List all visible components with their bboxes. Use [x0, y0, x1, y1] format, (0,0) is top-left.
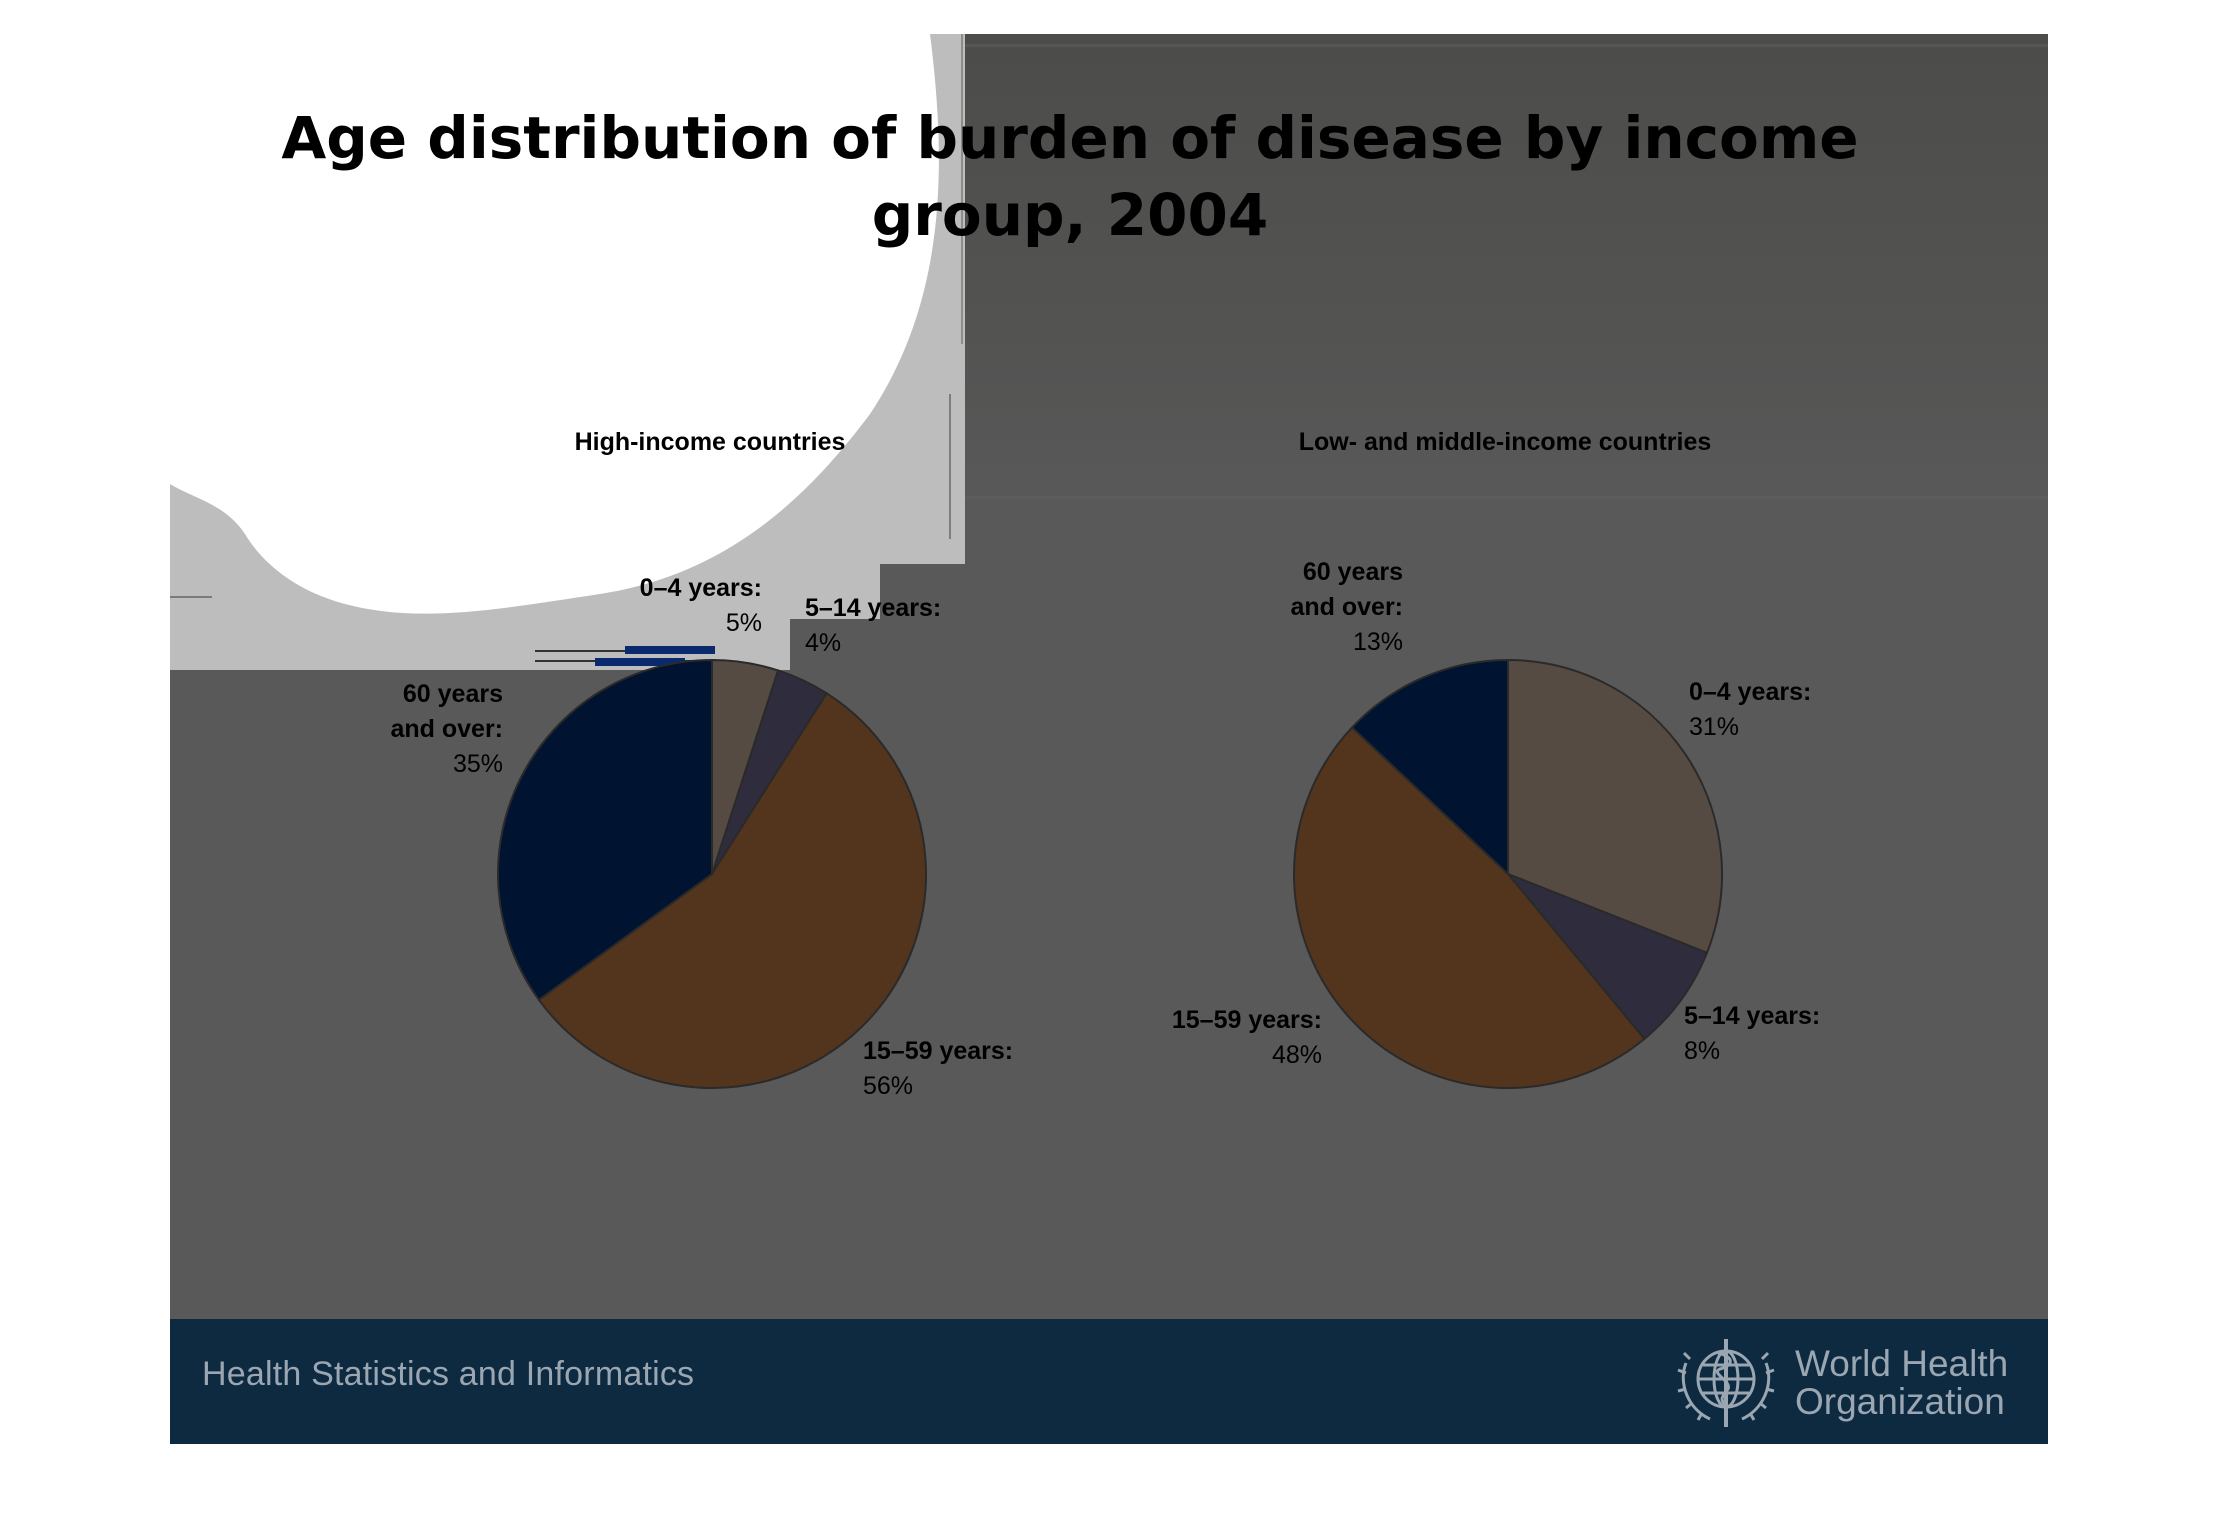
slice-value-label: 5%	[726, 609, 762, 637]
pie-slice	[1293, 726, 1646, 1090]
slice-label: 5–14 years:	[1684, 1002, 1820, 1030]
slice-value-label: 13%	[1353, 628, 1403, 656]
slice-value-label: 48%	[1272, 1041, 1322, 1069]
white-cutout-shape	[170, 34, 939, 614]
pie-slice	[1350, 658, 1509, 877]
slice-label: 60 years	[403, 680, 503, 708]
pie-chart-2	[1293, 658, 1723, 1090]
footer-bar: Health Statistics and Informatics World …	[170, 1319, 2048, 1444]
pie-slice	[497, 658, 713, 1002]
pie-charts: High-income countries 0–4 years: 5% 5–14 ye…	[390, 428, 1820, 1100]
slice-value-label: 35%	[453, 750, 503, 778]
footer-text: Health Statistics and Informatics	[202, 1355, 695, 1393]
slide-title-line2: group, 2004	[871, 181, 1269, 249]
pie-chart-title: High-income countries	[575, 428, 846, 456]
slice-label: and over:	[390, 715, 503, 743]
slide-title-line1: Age distribution of burden of disease by…	[281, 104, 1859, 172]
pie-slice	[537, 691, 927, 1089]
slide: Age distribution of burden of disease by…	[170, 34, 2048, 1444]
slice-value-label: 4%	[805, 629, 841, 657]
slice-value-label: 56%	[863, 1072, 913, 1100]
slice-label: 5–14 years:	[805, 594, 941, 622]
slide-title: Age distribution of burden of disease by…	[170, 100, 1970, 254]
who-org-name-line2: Organization	[1795, 1381, 2005, 1422]
slice-value-label: 31%	[1689, 713, 1739, 741]
pie-slice	[1507, 658, 1723, 955]
slice-label: 0–4 years:	[640, 574, 762, 602]
paper-cutout-decoration	[170, 34, 965, 670]
pie-chart-title: Low- and middle-income countries	[1299, 428, 1712, 456]
pie-slice	[1507, 873, 1709, 1041]
slice-label: 0–4 years:	[1689, 678, 1811, 706]
slice-label: 15–59 years:	[1172, 1006, 1322, 1034]
who-org-name-line1: World Health	[1795, 1343, 2009, 1384]
pie-chart-1	[497, 658, 927, 1089]
who-emblem-icon	[1677, 1339, 1775, 1427]
slice-value-label: 8%	[1684, 1037, 1720, 1065]
who-org-name: World Health Organization	[1795, 1345, 2008, 1421]
slice-label: 15–59 years:	[863, 1037, 1013, 1065]
slice-label: and over:	[1290, 593, 1403, 621]
slice-label: 60 years	[1303, 558, 1403, 586]
